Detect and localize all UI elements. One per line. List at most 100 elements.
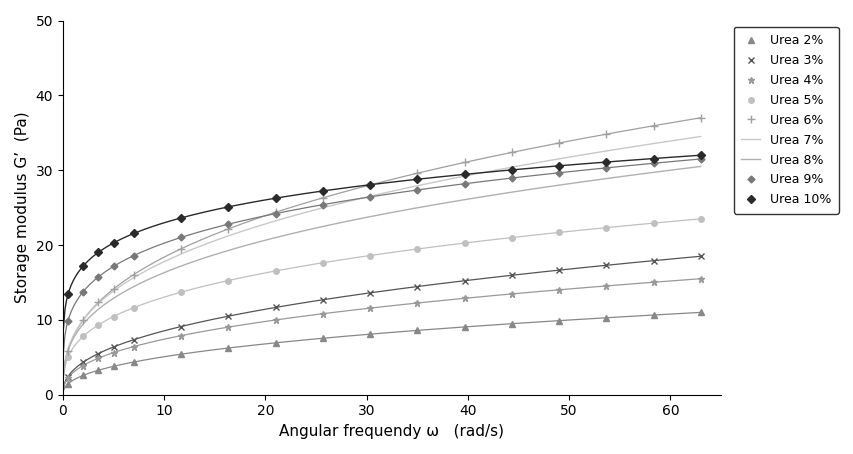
Urea 5% (364, 253, 374, 258)
Urea 5% (129, 305, 139, 311)
Urea 8% (521, 187, 531, 192)
Urea 5% (412, 246, 422, 252)
Urea 3% (459, 278, 469, 283)
Line: Urea 4%: Urea 4% (65, 275, 704, 381)
Urea 2% (176, 351, 186, 357)
Urea 3% (601, 262, 611, 268)
Urea 2% (108, 364, 119, 369)
Urea 2% (601, 315, 611, 321)
Urea 9% (601, 165, 611, 171)
Urea 8% (135, 281, 145, 286)
Urea 7% (695, 134, 705, 139)
Urea 10% (364, 182, 374, 188)
Urea 4% (93, 355, 103, 361)
Urea 5% (223, 278, 233, 283)
Urea 6% (78, 317, 88, 323)
Urea 7% (459, 173, 469, 179)
Urea 9% (78, 289, 88, 295)
Urea 4% (176, 333, 186, 338)
Urea 2% (695, 310, 705, 315)
Urea 6% (647, 123, 658, 128)
Legend: Urea 2%, Urea 3%, Urea 4%, Urea 5%, Urea 6%, Urea 7%, Urea 8%, Urea 9%, Urea 10%: Urea 2%, Urea 3%, Urea 4%, Urea 5%, Urea… (733, 27, 838, 214)
Urea 7% (265, 219, 276, 225)
Urea 6% (554, 140, 564, 146)
Urea 4% (459, 296, 469, 301)
Urea 2% (317, 336, 328, 341)
Urea 4% (364, 306, 374, 311)
Urea 10% (129, 231, 139, 236)
Urea 9% (412, 187, 422, 192)
Urea 2% (223, 345, 233, 351)
Urea 4% (412, 300, 422, 306)
Line: Urea 2%: Urea 2% (65, 310, 703, 387)
X-axis label: Angular frequendy ω   (rad/s): Angular frequendy ω (rad/s) (279, 424, 504, 439)
Urea 6% (364, 182, 374, 188)
Urea 7% (521, 162, 531, 167)
Urea 9% (647, 161, 658, 166)
Urea 7% (310, 207, 321, 212)
Urea 10% (176, 215, 186, 221)
Urea 10% (695, 153, 705, 158)
Urea 10% (78, 263, 88, 269)
Urea 5% (270, 268, 281, 274)
Urea 9% (364, 194, 374, 200)
Urea 2% (63, 381, 73, 387)
Urea 4% (554, 287, 564, 292)
Urea 4% (63, 375, 73, 381)
Urea 6% (695, 115, 705, 120)
Urea 3% (647, 258, 658, 263)
Urea 5% (695, 216, 705, 222)
Urea 10% (554, 163, 564, 168)
Urea 2% (554, 318, 564, 323)
Line: Urea 8%: Urea 8% (63, 167, 700, 375)
Urea 3% (93, 351, 103, 356)
Urea 4% (695, 276, 705, 281)
Urea 3% (270, 305, 281, 310)
Urea 10% (601, 159, 611, 165)
Urea 10% (270, 196, 281, 201)
Urea 6% (63, 348, 73, 353)
Urea 10% (506, 167, 516, 173)
Urea 6% (506, 150, 516, 155)
Urea 2% (270, 340, 281, 345)
Urea 2% (78, 373, 88, 378)
Urea 4% (506, 291, 516, 296)
Line: Urea 10%: Urea 10% (65, 153, 703, 297)
Urea 3% (129, 337, 139, 342)
Urea 3% (412, 284, 422, 289)
Urea 6% (601, 132, 611, 137)
Urea 2% (506, 321, 516, 326)
Urea 6% (459, 160, 469, 165)
Urea 5% (647, 220, 658, 226)
Urea 2% (93, 368, 103, 373)
Urea 5% (108, 314, 119, 319)
Urea 10% (647, 156, 658, 161)
Urea 8% (265, 236, 276, 242)
Urea 6% (108, 286, 119, 292)
Urea 10% (317, 188, 328, 194)
Urea 7% (518, 163, 528, 168)
Urea 4% (317, 311, 328, 316)
Urea 9% (108, 264, 119, 269)
Urea 3% (506, 272, 516, 278)
Urea 10% (108, 240, 119, 246)
Urea 3% (108, 344, 119, 350)
Urea 10% (93, 250, 103, 255)
Urea 5% (317, 260, 328, 266)
Urea 4% (601, 283, 611, 289)
Urea 10% (459, 172, 469, 177)
Urea 9% (270, 211, 281, 216)
Urea 4% (108, 350, 119, 355)
Urea 9% (506, 175, 516, 181)
Urea 2% (647, 312, 658, 318)
Urea 3% (364, 290, 374, 296)
Urea 9% (93, 274, 103, 280)
Urea 9% (63, 318, 73, 324)
Urea 3% (695, 253, 705, 259)
Urea 5% (459, 240, 469, 246)
Urea 4% (129, 344, 139, 349)
Urea 5% (63, 355, 73, 360)
Urea 2% (412, 328, 422, 333)
Urea 9% (554, 170, 564, 176)
Urea 6% (317, 195, 328, 201)
